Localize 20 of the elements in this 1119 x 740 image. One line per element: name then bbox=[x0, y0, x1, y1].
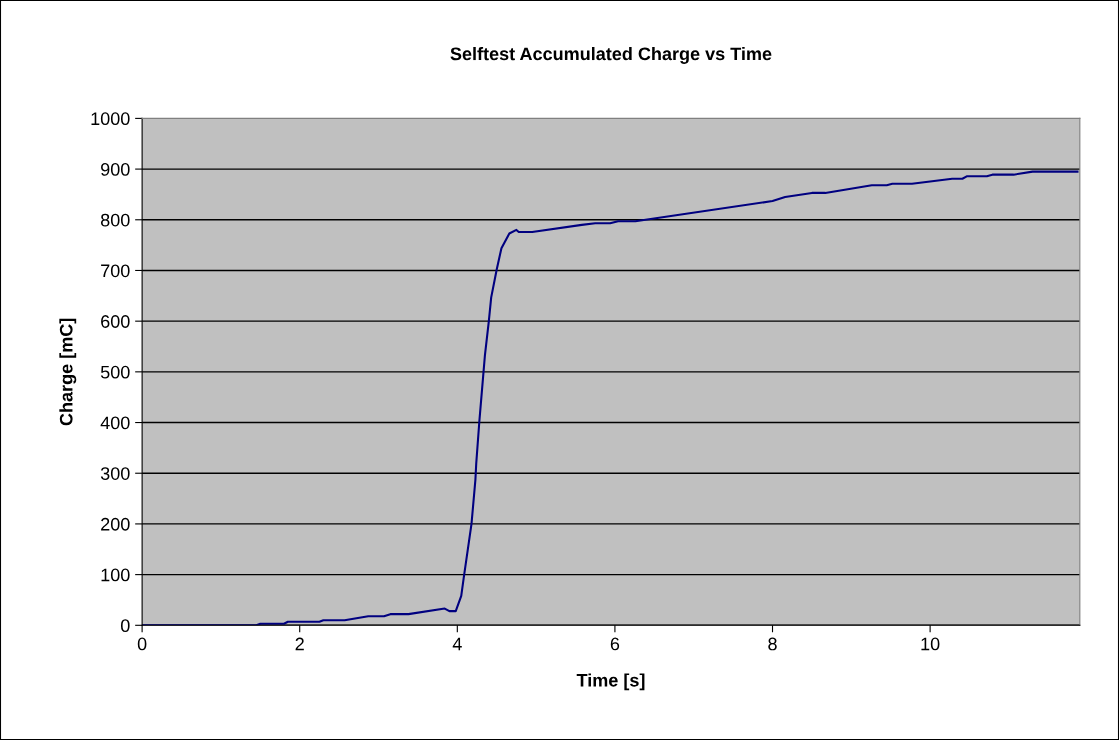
y-axis-title: Charge [mC] bbox=[59, 318, 77, 426]
chart-title: Selftest Accumulated Charge vs Time bbox=[450, 46, 772, 64]
x-tick-label: 6 bbox=[610, 637, 620, 651]
y-tick-label: 800 bbox=[100, 213, 130, 227]
y-tick-label: 0 bbox=[120, 619, 130, 633]
y-tick-label: 500 bbox=[100, 365, 130, 379]
y-tick-label: 100 bbox=[101, 568, 130, 582]
x-tick-label: 10 bbox=[921, 637, 940, 651]
y-tick-label: 400 bbox=[100, 416, 130, 430]
x-tick-label: 2 bbox=[295, 637, 304, 651]
x-tick-label: 4 bbox=[452, 637, 462, 651]
y-tick-label: 1000 bbox=[91, 112, 130, 126]
x-tick-label: 0 bbox=[137, 637, 147, 651]
y-tick-label: 200 bbox=[101, 517, 130, 531]
x-axis-title: Time [s] bbox=[576, 673, 645, 691]
y-tick-label: 300 bbox=[100, 467, 130, 480]
x-tick-label: 8 bbox=[768, 637, 777, 651]
y-tick-label: 900 bbox=[101, 163, 130, 176]
y-tick-label: 600 bbox=[101, 315, 130, 328]
y-tick-label: 700 bbox=[101, 264, 130, 278]
